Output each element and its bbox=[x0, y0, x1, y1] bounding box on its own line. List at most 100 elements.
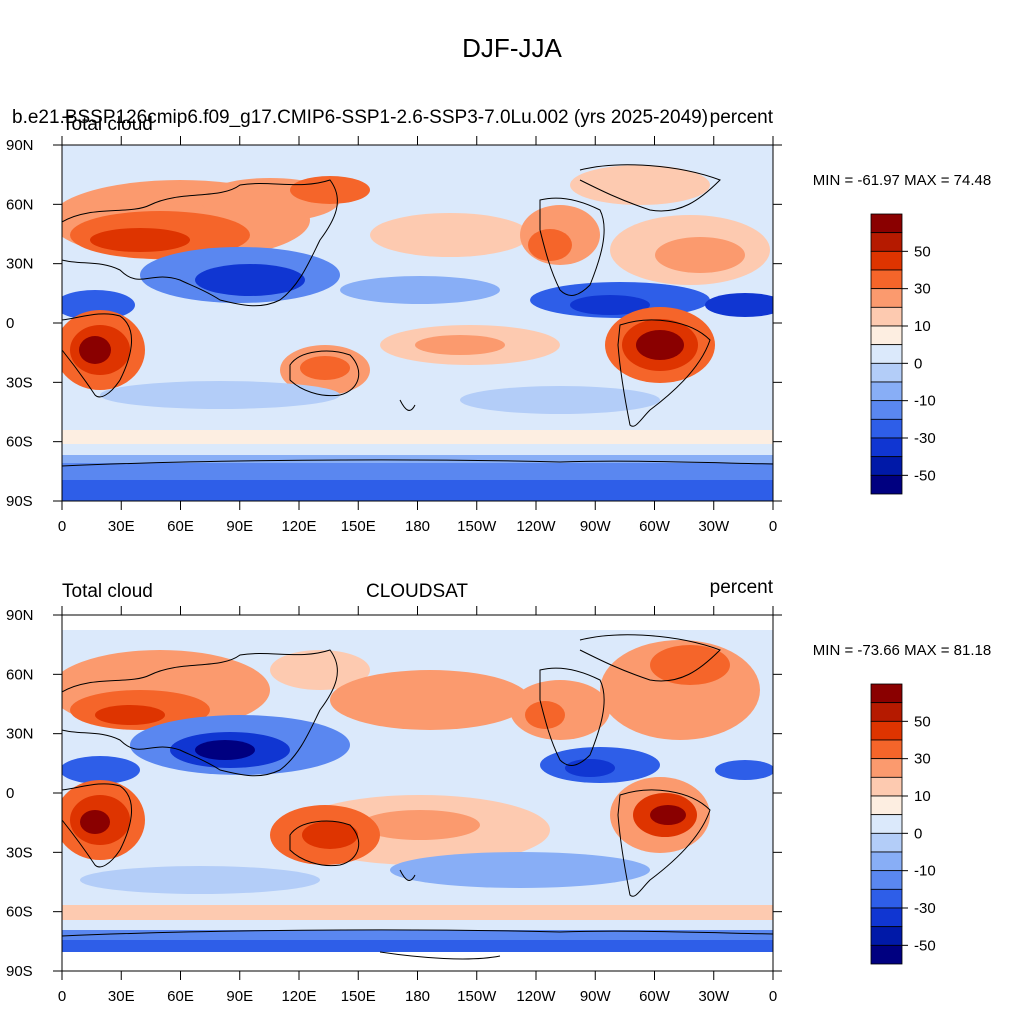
lat-tick-label: 90S bbox=[6, 493, 33, 510]
lon-tick-label: 60E bbox=[167, 988, 194, 1005]
colorbar-swatch bbox=[870, 269, 903, 290]
colorbar: 50 30 10 0 -10 -30 -50 bbox=[870, 213, 936, 495]
min-max-label: MIN = -73.66 MAX = 81.18 bbox=[813, 642, 991, 659]
panel-left-title: Total cloud bbox=[62, 114, 153, 135]
lon-tick-label: 30E bbox=[108, 518, 135, 535]
lon-tick-label: 30E bbox=[108, 988, 135, 1005]
colorbar-label: -10 bbox=[914, 863, 936, 880]
colorbar-swatch bbox=[870, 306, 903, 327]
colorbar-swatch bbox=[870, 702, 903, 722]
lat-axis: 90N 60N 30N 0 30S 60S 90S bbox=[6, 607, 782, 980]
lon-tick-label: 0 bbox=[58, 988, 66, 1005]
colorbar-swatch bbox=[870, 758, 903, 778]
panel-model: b.e21.BSSP126cmip6.f09_g17.CMIP6-SSP1-2.… bbox=[6, 107, 991, 535]
coastlines bbox=[62, 634, 773, 960]
coastlines bbox=[62, 164, 773, 467]
lon-tick-label: 120W bbox=[516, 518, 556, 535]
lat-tick-label: 60N bbox=[6, 666, 34, 683]
lon-tick-label: 60W bbox=[639, 518, 671, 535]
lon-tick-label: 30W bbox=[698, 988, 730, 1005]
colorbar-swatch bbox=[870, 814, 903, 834]
lat-tick-label: 90N bbox=[6, 607, 34, 624]
lon-tick-label: 90W bbox=[580, 988, 612, 1005]
lat-tick-label: 60S bbox=[6, 904, 33, 921]
colorbar-label: -30 bbox=[914, 900, 936, 917]
lon-tick-label: 120E bbox=[281, 518, 316, 535]
lon-tick-label: 90E bbox=[226, 988, 253, 1005]
lon-tick-label: 150W bbox=[457, 988, 497, 1005]
colorbar-swatch bbox=[870, 325, 903, 346]
colorbar-swatch bbox=[870, 232, 903, 252]
lat-tick-label: 90S bbox=[6, 963, 33, 980]
colorbar-swatch bbox=[870, 437, 903, 458]
colorbar-label: -10 bbox=[914, 393, 936, 410]
colorbar-label: 30 bbox=[914, 281, 931, 298]
lon-tick-label: 150E bbox=[341, 988, 376, 1005]
panel-center-title: CLOUDSAT bbox=[366, 581, 468, 602]
lon-tick-label: 60E bbox=[167, 518, 194, 535]
lon-tick-label: 180 bbox=[405, 988, 430, 1005]
colorbar-swatch bbox=[870, 795, 903, 816]
colorbar-label: 50 bbox=[914, 243, 931, 260]
colorbar-swatch bbox=[870, 418, 903, 439]
figure-title: DJF-JJA bbox=[462, 33, 562, 63]
lon-tick-label: 0 bbox=[58, 518, 66, 535]
colorbar-swatch bbox=[870, 926, 903, 946]
lat-tick-label: 30S bbox=[6, 374, 33, 391]
colorbar-swatch bbox=[870, 344, 903, 364]
colorbar-label: -50 bbox=[914, 937, 936, 954]
colorbar-swatch bbox=[870, 888, 903, 909]
lon-tick-label: 150W bbox=[457, 518, 497, 535]
lon-tick-label: 90W bbox=[580, 518, 612, 535]
map-field bbox=[62, 615, 773, 971]
colorbar-label: 0 bbox=[914, 355, 922, 372]
colorbar: 50 30 10 0 -10 -30 -50 bbox=[870, 683, 936, 965]
colorbar-label: 30 bbox=[914, 751, 931, 768]
lon-tick-label: 0 bbox=[769, 518, 777, 535]
colorbar-swatch bbox=[870, 683, 903, 704]
panel-right-title: percent bbox=[710, 107, 774, 128]
panel-right-title: percent bbox=[710, 577, 774, 598]
panel-obs: Total cloud CLOUDSAT percent bbox=[6, 577, 991, 1005]
lon-tick-label: 90E bbox=[226, 518, 253, 535]
colorbar-swatch bbox=[870, 907, 903, 928]
colorbar-label: -50 bbox=[914, 467, 936, 484]
lon-tick-label: 30W bbox=[698, 518, 730, 535]
colorbar-swatch bbox=[870, 362, 903, 383]
lon-tick-label: 120E bbox=[281, 988, 316, 1005]
colorbar-label: 0 bbox=[914, 825, 922, 842]
colorbar-swatch bbox=[870, 213, 903, 234]
lat-tick-label: 60S bbox=[6, 434, 33, 451]
colorbar-swatch bbox=[870, 456, 903, 476]
lon-tick-label: 60W bbox=[639, 988, 671, 1005]
lat-tick-label: 0 bbox=[6, 315, 14, 332]
colorbar-label: 50 bbox=[914, 713, 931, 730]
lat-tick-label: 30S bbox=[6, 844, 33, 861]
map-field bbox=[62, 145, 773, 501]
lat-tick-label: 90N bbox=[6, 137, 34, 154]
lon-axis: 0 30E 60E 90E 120E 150E 180 150W 120W 90W 60W 30W 0 bbox=[58, 606, 777, 1005]
colorbar-swatch bbox=[870, 851, 903, 872]
lat-tick-label: 60N bbox=[6, 196, 34, 213]
lon-axis: 0 30E 60E 90E 120E 150E 180 150W 120W 90W 60W 30W 0 bbox=[58, 136, 777, 535]
colorbar-swatch bbox=[870, 870, 903, 890]
lat-tick-label: 30N bbox=[6, 256, 34, 273]
colorbar-swatch bbox=[870, 400, 903, 420]
colorbar-label: 10 bbox=[914, 318, 931, 335]
colorbar-swatch bbox=[870, 776, 903, 797]
colorbar-swatch bbox=[870, 832, 903, 853]
colorbar-label: -30 bbox=[914, 430, 936, 447]
lon-tick-label: 0 bbox=[769, 988, 777, 1005]
panel-left-title: Total cloud bbox=[62, 581, 153, 602]
colorbar-label: 10 bbox=[914, 788, 931, 805]
lat-axis: 90N 60N 30N 0 30S 60S 90S bbox=[6, 137, 782, 510]
panel-case-title: b.e21.BSSP126cmip6.f09_g17.CMIP6-SSP1-2.… bbox=[12, 107, 708, 128]
min-max-label: MIN = -61.97 MAX = 74.48 bbox=[813, 172, 991, 189]
colorbar-swatch bbox=[870, 944, 903, 965]
colorbar-swatch bbox=[870, 288, 903, 308]
lon-tick-label: 120W bbox=[516, 988, 556, 1005]
colorbar-swatch bbox=[870, 739, 903, 760]
lat-tick-label: 30N bbox=[6, 726, 34, 743]
lon-tick-label: 180 bbox=[405, 518, 430, 535]
